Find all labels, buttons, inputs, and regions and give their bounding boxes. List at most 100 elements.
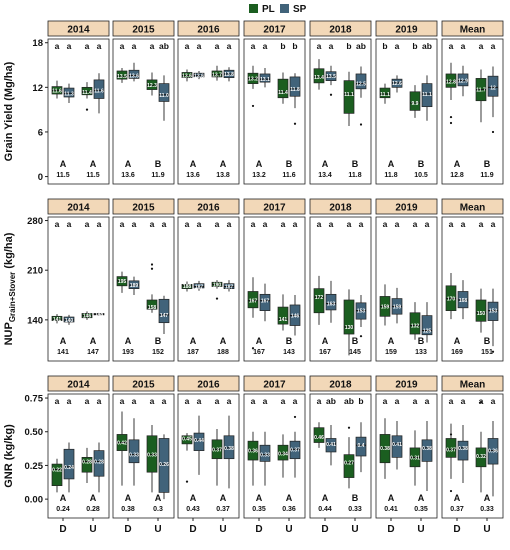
box-median-label: 159 <box>393 304 402 310</box>
group-mean: 187 <box>187 349 199 356</box>
box-D-PL: 12.8 <box>445 62 457 125</box>
box-median-label: 190 <box>213 282 222 288</box>
box-U-PL: 146 <box>81 311 93 320</box>
group-letter: A <box>90 493 97 503</box>
group-letter: A <box>256 336 263 346</box>
box-median-label: 159 <box>381 304 390 310</box>
outlier-point <box>85 108 89 111</box>
box-U-SP: 0.4 <box>355 422 367 473</box>
panel-strip <box>375 198 438 215</box>
significance-letter: ab <box>356 41 366 51</box>
box-D-SP: 12.9 <box>457 65 469 97</box>
box-median-label: 12.8 <box>446 79 456 85</box>
group-mean: 167 <box>319 349 331 356</box>
box-body <box>487 438 499 465</box>
box-U-SP: 0.36 <box>487 420 499 497</box>
significance-letter: a <box>293 219 298 229</box>
box-body <box>325 293 337 311</box>
box-D-PL: 0.45 <box>181 433 193 483</box>
box-D-SP: 140 <box>63 314 75 325</box>
y-tick-label: 0.75 <box>25 394 44 405</box>
significance-letter: a <box>263 219 268 229</box>
outlier-point <box>491 130 495 134</box>
box-body <box>475 299 487 322</box>
outlier-point <box>449 433 453 436</box>
group-mean: 0.37 <box>450 506 464 513</box>
significance-letter: a <box>413 219 418 229</box>
significance-letter: a <box>395 41 400 51</box>
y-tick-label: 18 <box>32 38 43 49</box>
box-U-SP: 148 <box>93 312 105 318</box>
box-median-label: 0.46 <box>314 435 324 441</box>
group-mean: 11.5 <box>86 172 99 179</box>
box-median-label: 125 <box>423 328 432 334</box>
box-median-label: 12 <box>490 85 496 91</box>
group-letter: A <box>454 493 461 503</box>
panel-frame <box>243 38 306 185</box>
panel-strip <box>441 198 504 215</box>
group-mean: 0.44 <box>318 506 332 513</box>
box-body <box>63 448 75 480</box>
box-median-label: 11.3 <box>64 91 74 97</box>
box-D-PL: 0.46 <box>313 422 325 448</box>
group-mean: 0.3 <box>153 506 163 513</box>
significance-letter: a <box>150 396 155 406</box>
box-median-label: 0.31 <box>410 455 420 461</box>
box-U-PL: 130 <box>343 289 355 356</box>
box-median-label: 13.5 <box>326 74 336 80</box>
box-body <box>81 86 93 96</box>
group-letter: A <box>454 336 461 346</box>
outlier-point <box>293 122 297 125</box>
group-mean: 11.5 <box>56 172 69 179</box>
significance-letter: a <box>281 219 286 229</box>
box-median-label: 167 <box>261 299 270 305</box>
box-body <box>355 436 367 457</box>
group-letter: B <box>352 159 359 169</box>
panel-frame <box>441 38 504 185</box>
box-body <box>445 73 457 88</box>
panel-frame <box>112 216 175 362</box>
group-mean: 159 <box>385 349 397 356</box>
box-U-SP: 11.6 <box>93 73 105 114</box>
y-tick-label: 6 <box>38 127 43 138</box>
significance-letter: a <box>461 396 466 406</box>
box-D-SP: 13.6 <box>128 62 140 82</box>
x-tick-label: U <box>219 524 226 535</box>
box-median-label: 11.8 <box>290 87 300 93</box>
group-letter: A <box>388 493 395 503</box>
panel-frame <box>47 216 110 362</box>
group-letter: A <box>60 336 67 346</box>
box-body <box>146 299 158 310</box>
significance-letter: ab <box>422 41 432 51</box>
group-mean: 0.35 <box>414 506 428 513</box>
box-median-label: 132 <box>411 324 420 330</box>
box-D-SP: 167 <box>259 283 271 322</box>
panel-frame <box>309 38 372 185</box>
y-axis-title-main: NUP <box>3 322 15 345</box>
box-body <box>247 291 259 309</box>
box-body <box>181 435 193 445</box>
significance-letter: a <box>132 41 137 51</box>
group-letter: A <box>60 159 67 169</box>
significance-letter: b <box>382 41 387 51</box>
group-letter: A <box>125 493 132 503</box>
significance-letter: a <box>67 219 72 229</box>
y-tick-label: 0.00 <box>25 495 44 506</box>
box-median-label: 0.37 <box>446 447 456 453</box>
group-mean: 11.9 <box>151 172 164 179</box>
x-tick-label: D <box>59 524 66 535</box>
outlier-point <box>251 347 255 350</box>
box-body <box>487 301 499 321</box>
group-letter: B <box>418 159 425 169</box>
group-mean: 0.33 <box>480 506 494 513</box>
box-median-label: 0.28 <box>82 459 92 465</box>
box-body <box>409 91 421 111</box>
box-D-PL: 0.42 <box>116 411 128 486</box>
group-mean: 0.37 <box>216 506 230 513</box>
group-letter: A <box>256 493 263 503</box>
